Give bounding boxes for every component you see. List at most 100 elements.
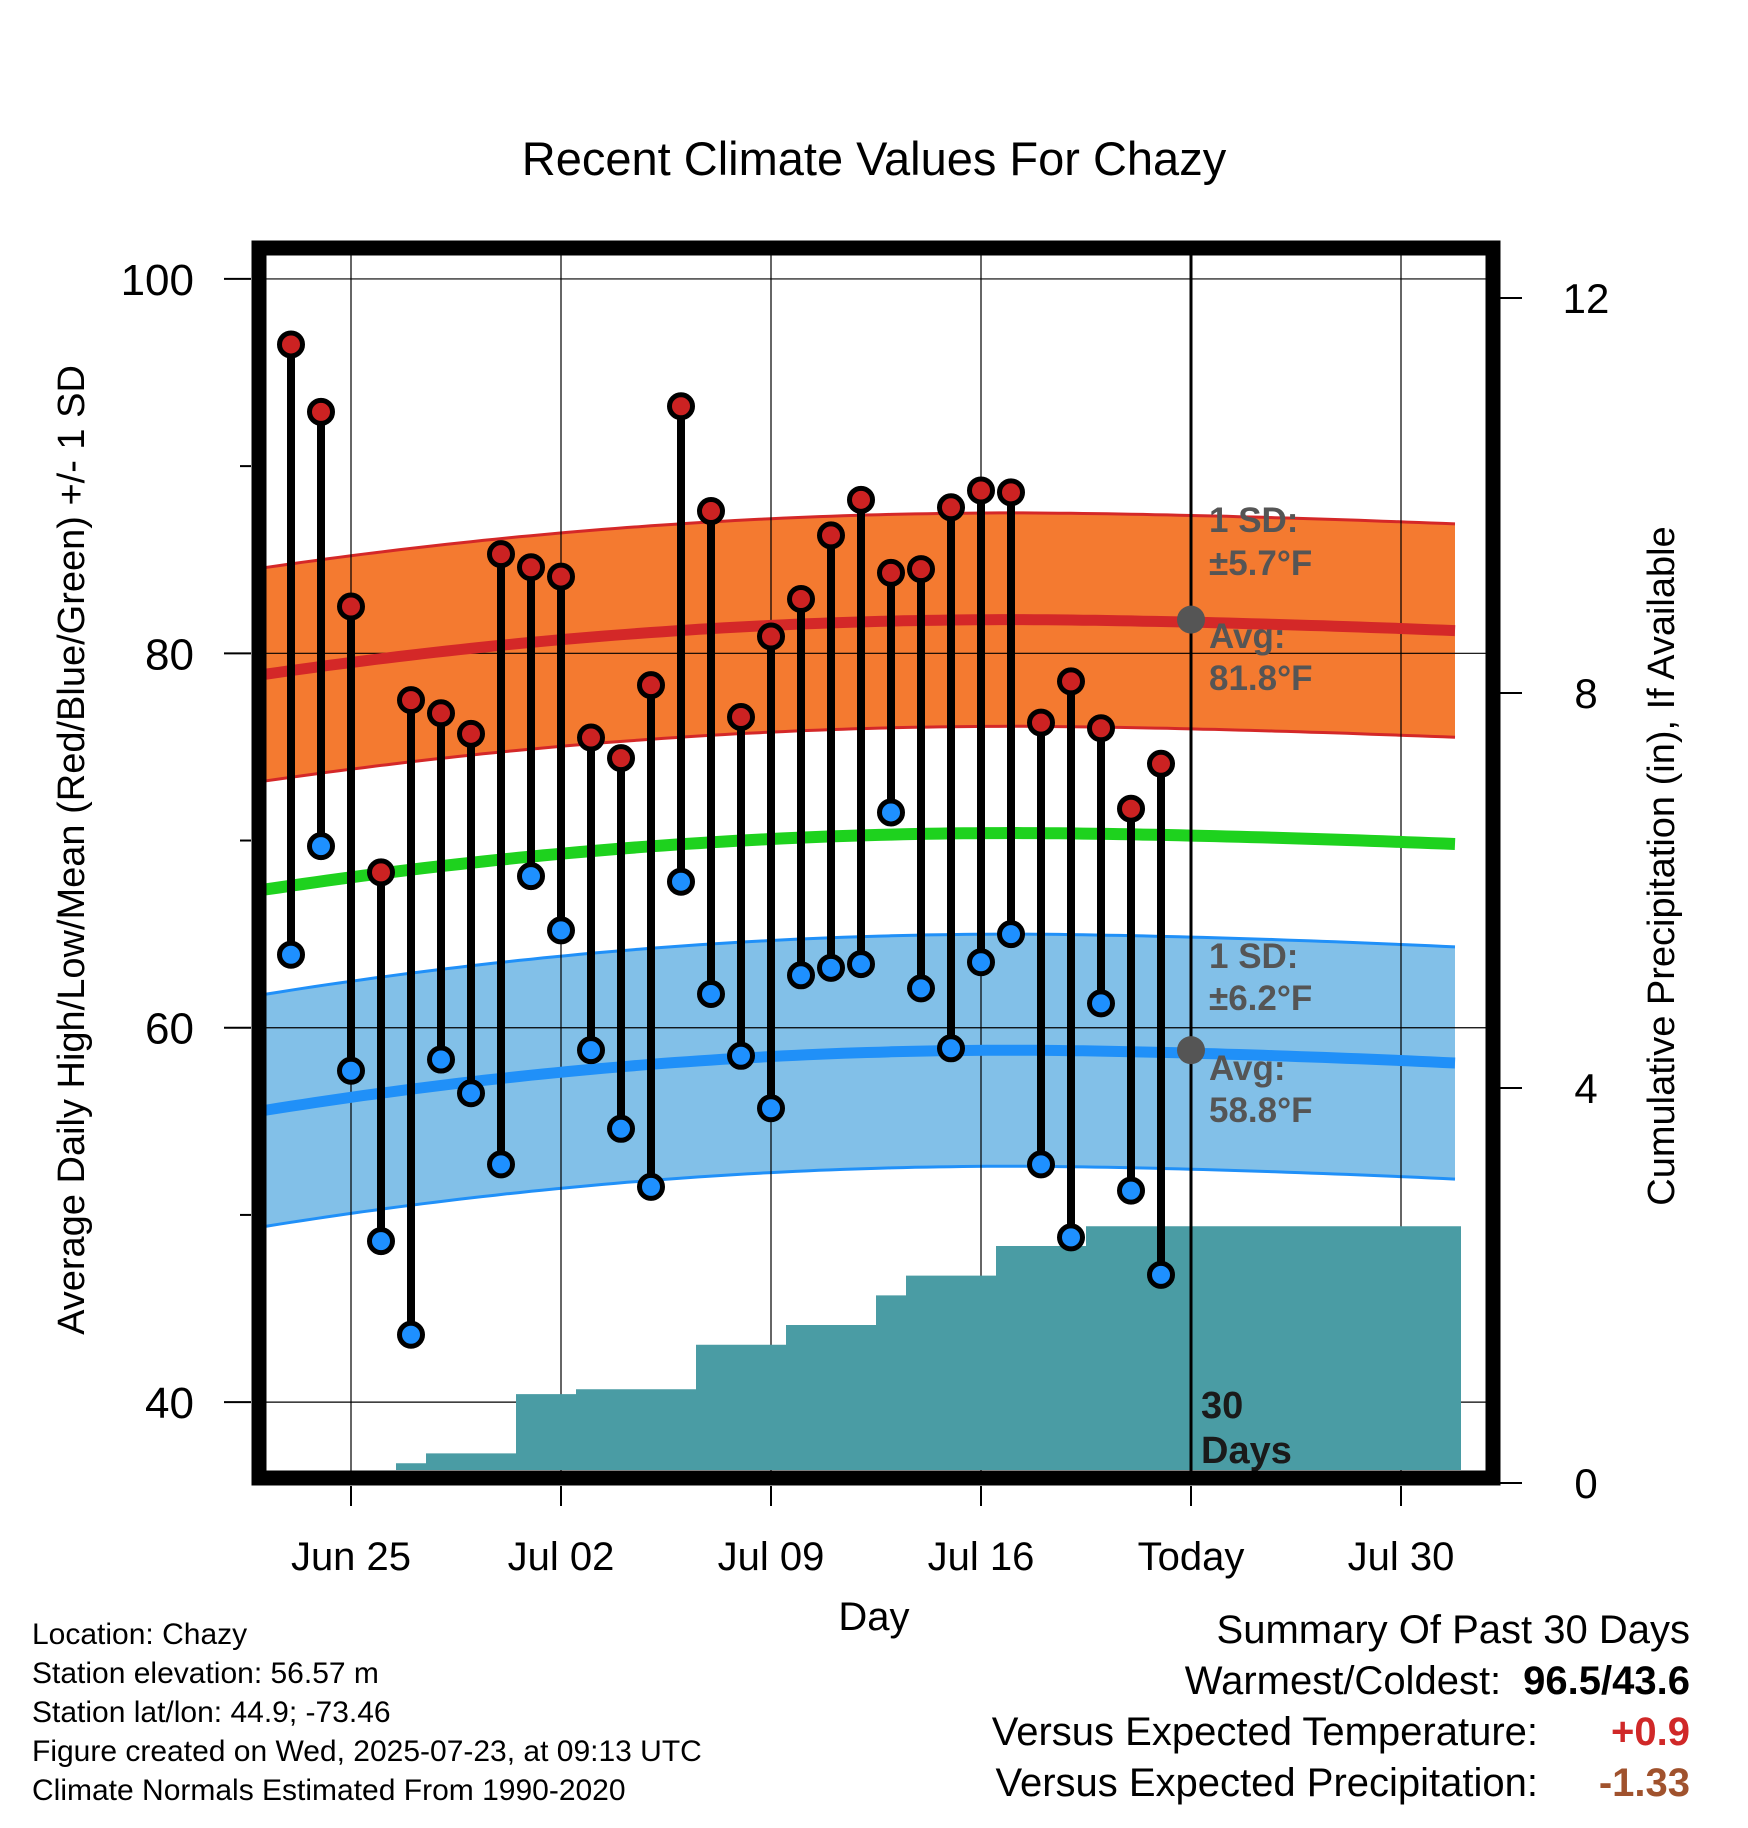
low-temp-point — [847, 950, 875, 979]
high-temp-point — [997, 478, 1025, 507]
info-location: Location: Chazy — [32, 1618, 248, 1651]
summary-warmest-value: 96.5/43.6 — [1523, 1659, 1690, 1703]
y2-tick-label: 0 — [1574, 1460, 1597, 1507]
high-temp-point — [607, 744, 635, 773]
high-temp-point — [547, 562, 575, 591]
today-low-normal-marker — [1177, 1036, 1205, 1065]
low-temp-point — [907, 974, 935, 1003]
y2-tick-label: 8 — [1574, 670, 1597, 717]
high-temp-point — [1057, 667, 1085, 696]
y2-tick-label: 4 — [1574, 1065, 1597, 1112]
low-temp-point — [487, 1150, 515, 1179]
chart-title: Recent Climate Values For Chazy — [522, 132, 1227, 185]
low-temp-point — [607, 1114, 635, 1143]
high-temp-point — [1147, 749, 1175, 778]
low-temp-point — [1087, 989, 1115, 1018]
y2-tick-label: 12 — [1563, 275, 1610, 322]
low-temp-point — [1057, 1223, 1085, 1252]
high-temp-point — [1087, 714, 1115, 743]
info-latlon: Station lat/lon: 44.9; -73.46 — [32, 1696, 391, 1729]
high-sd-value: ±5.7°F — [1209, 544, 1312, 583]
today-high-normal-marker — [1177, 605, 1205, 634]
high-temp-point — [1027, 708, 1055, 737]
high-temp-point — [577, 723, 605, 752]
high-temp-point — [727, 702, 755, 731]
summary-warmest-label: Warmest/Coldest: — [1184, 1659, 1502, 1703]
y-axis-label: Average Daily High/Low/Mean (Red/Blue/Gr… — [51, 365, 93, 1335]
x-tick-label: Today — [1138, 1535, 1245, 1579]
low-sd-upper-line — [266, 932, 1456, 996]
high-temp-point — [277, 330, 305, 359]
days-count-label: 30 — [1201, 1385, 1243, 1427]
summary-temp-label: Versus Expected Temperature: — [991, 1710, 1538, 1754]
y-tick-label: 60 — [145, 1005, 194, 1054]
x-tick-label: Jul 30 — [1348, 1535, 1455, 1579]
low-temp-point — [697, 980, 725, 1009]
low-sd-lower-line — [266, 1164, 1456, 1228]
low-temp-point — [337, 1056, 365, 1085]
high-temp-point — [457, 719, 485, 748]
high-temp-point — [367, 858, 395, 887]
summary-precip-label: Versus Expected Precipitation: — [995, 1761, 1538, 1805]
summary-warmest-row: Warmest/Coldest: 96.5/43.6 — [992, 1656, 1690, 1707]
x-tick-label: Jul 02 — [508, 1535, 615, 1579]
summary-precip-value: -1.33 — [1598, 1761, 1690, 1805]
x-tick-label: Jun 25 — [291, 1535, 411, 1579]
high-temp-point — [307, 397, 335, 426]
high-temp-point — [907, 555, 935, 584]
low-temp-point — [997, 920, 1025, 949]
days-word-label: Days — [1201, 1430, 1292, 1472]
low-temp-point — [307, 832, 335, 861]
high-temp-point — [847, 485, 875, 514]
station-info: Location: Chazy Station elevation: 56.57… — [32, 1615, 702, 1810]
high-temp-point — [337, 592, 365, 621]
y-tick-label: 40 — [145, 1379, 194, 1428]
plot-frame — [251, 240, 1501, 1486]
x-axis-label: Day — [838, 1595, 909, 1639]
low-temp-point — [397, 1320, 425, 1349]
low-temp-point — [757, 1094, 785, 1123]
high-temp-point — [817, 521, 845, 550]
high-normal-line — [266, 614, 1456, 680]
low-temp-point — [277, 940, 305, 969]
low-temp-point — [547, 916, 575, 945]
high-avg-value: 81.8°F — [1209, 659, 1313, 698]
low-temp-point — [427, 1045, 455, 1074]
low-temp-point — [967, 948, 995, 977]
low-temp-point — [877, 798, 905, 827]
y2-axis-label: Cumulative Precipitation (in), If Availa… — [1641, 526, 1683, 1205]
summary-temp-value: +0.9 — [1611, 1710, 1690, 1754]
low-temp-point — [457, 1079, 485, 1108]
high-temp-point — [937, 493, 965, 522]
high-temp-point — [517, 553, 545, 582]
low-avg-label: Avg: — [1209, 1049, 1285, 1088]
high-temp-point — [667, 392, 695, 421]
summary-precip-row: Versus Expected Precipitation: -1.33 — [992, 1758, 1690, 1809]
mean-normal-line — [266, 826, 1456, 896]
low-temp-point — [787, 961, 815, 990]
low-temp-point — [517, 862, 545, 891]
high-temp-point — [697, 497, 725, 526]
low-temp-point — [1027, 1150, 1055, 1179]
low-temp-point — [937, 1034, 965, 1063]
y-tick-label: 80 — [145, 630, 194, 679]
summary-heading: Summary Of Past 30 Days — [1216, 1608, 1690, 1652]
low-sd-value: ±6.2°F — [1209, 979, 1312, 1018]
summary-panel: Summary Of Past 30 Days Warmest/Coldest:… — [992, 1605, 1690, 1809]
precip-area — [396, 1226, 1461, 1470]
low-temp-point — [817, 953, 845, 982]
high-temp-point — [487, 540, 515, 569]
high-temp-point — [1117, 794, 1145, 823]
high-avg-label: Avg: — [1209, 617, 1285, 656]
high-temp-point — [967, 476, 995, 505]
x-tick-label: Jul 16 — [928, 1535, 1035, 1579]
low-temp-point — [1147, 1260, 1175, 1289]
info-created: Figure created on Wed, 2025-07-23, at 09… — [32, 1735, 702, 1768]
info-normals: Climate Normals Estimated From 1990-2020 — [32, 1774, 626, 1807]
high-sd-label: 1 SD: — [1209, 501, 1298, 540]
summary-temp-row: Versus Expected Temperature: +0.9 — [992, 1707, 1690, 1758]
low-normal-line — [266, 1044, 1456, 1116]
low-temp-point — [637, 1172, 665, 1201]
high-sd-upper-line — [266, 511, 1456, 569]
